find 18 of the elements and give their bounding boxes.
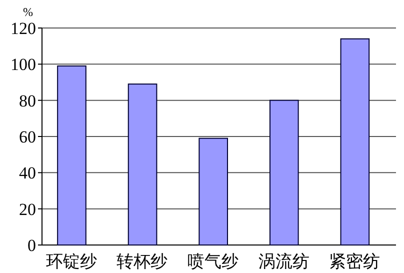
bar	[340, 38, 370, 246]
y-tick-label: 80	[19, 91, 36, 110]
y-tick-label: 100	[10, 55, 36, 74]
bar	[198, 138, 228, 246]
y-tick-label: 0	[28, 236, 36, 255]
x-tick-label: 紧密纺	[329, 252, 380, 272]
y-tick-label: 20	[19, 200, 36, 219]
x-tick-label: 环锭纱	[46, 252, 97, 272]
bar	[269, 100, 299, 246]
x-tick-label: 转杯纱	[116, 252, 168, 272]
bar	[57, 65, 86, 246]
y-axis-title: %	[23, 5, 33, 19]
x-tick-label: 涡流纺	[258, 252, 310, 272]
y-tick-label: 120	[10, 19, 36, 38]
y-tick-label: 60	[19, 128, 36, 146]
y-tick-label: 40	[19, 164, 36, 183]
x-tick-label: 喷气纱	[188, 252, 238, 272]
bar	[128, 84, 158, 246]
